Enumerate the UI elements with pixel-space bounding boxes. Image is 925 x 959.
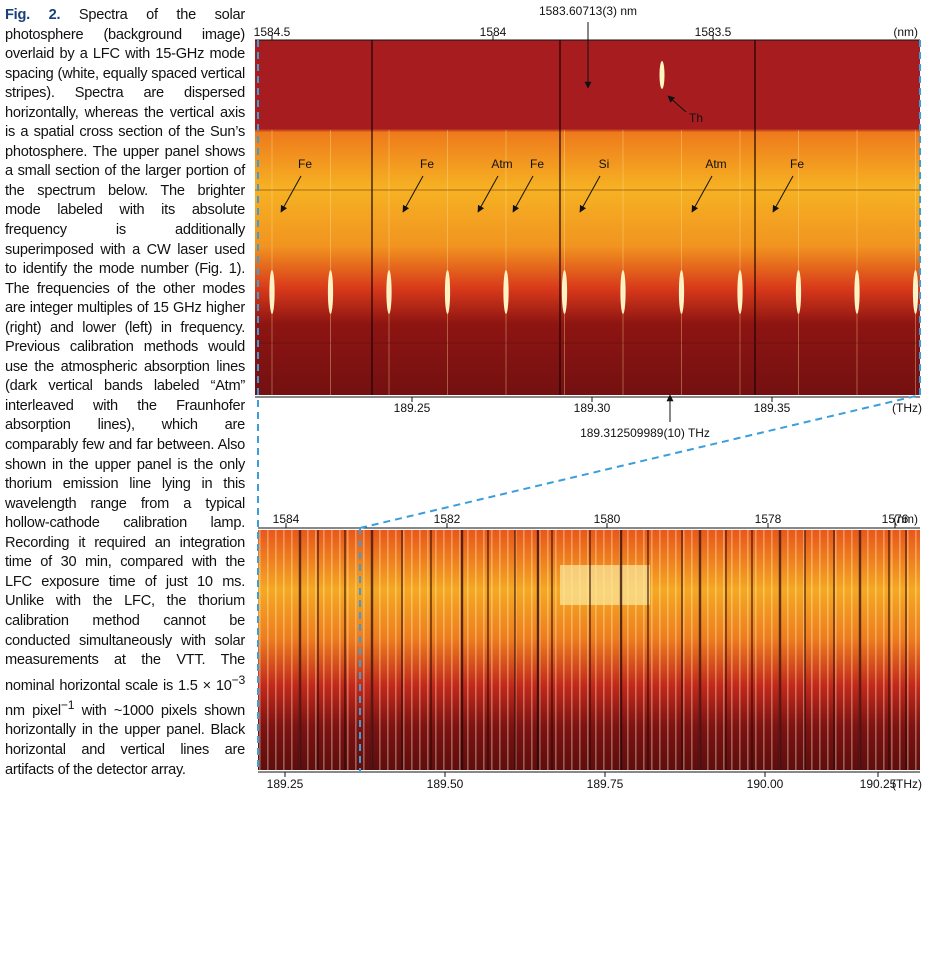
comb-mode bbox=[269, 270, 275, 314]
label-arrow bbox=[280, 175, 302, 213]
figure: 1583.60713(3) nm 189.312509989(10) THz T… bbox=[254, 4, 922, 791]
tick-label: 1584 bbox=[480, 25, 507, 39]
wavelength-callout: 1583.60713(3) nm bbox=[539, 4, 637, 18]
label-arrow bbox=[691, 175, 713, 213]
tick-label: 189.25 bbox=[394, 401, 431, 415]
tick-label: 189.30 bbox=[574, 401, 611, 415]
line-label: Fe bbox=[298, 157, 312, 171]
comb-mode bbox=[503, 270, 509, 314]
tick-label: 1576 bbox=[882, 512, 909, 526]
caption-text: with ~1000 pixels shown horizontally in … bbox=[5, 702, 246, 778]
line-label: Fe bbox=[790, 157, 804, 171]
caption-text: nm pixel bbox=[5, 702, 61, 719]
comb-mode bbox=[854, 270, 860, 314]
caption-text: Spectra of the solar photosphere (backgr… bbox=[5, 7, 245, 694]
tick-label: 1580 bbox=[594, 512, 621, 526]
line-label: Atm bbox=[705, 157, 726, 171]
unit-label: (THz) bbox=[892, 401, 922, 415]
comb-mode bbox=[737, 270, 743, 314]
tick-label: 189.50 bbox=[427, 777, 464, 791]
unit-label: (nm) bbox=[893, 512, 918, 526]
unit-label: (nm) bbox=[893, 25, 918, 39]
line-label: Fe bbox=[420, 157, 434, 171]
label-arrow bbox=[402, 175, 424, 213]
label-arrow bbox=[667, 95, 687, 113]
tick-label: 189.35 bbox=[754, 401, 791, 415]
tick-label: 1582 bbox=[434, 512, 461, 526]
label-arrow bbox=[477, 175, 499, 213]
bright-patch bbox=[560, 565, 650, 605]
comb-mode bbox=[561, 270, 568, 314]
comb-mode bbox=[620, 270, 626, 314]
tick-label: 1584 bbox=[273, 512, 300, 526]
tick-label: 189.25 bbox=[267, 777, 304, 791]
superscript: −3 bbox=[231, 672, 246, 687]
tick-label: 1578 bbox=[755, 512, 782, 526]
thorium-line bbox=[659, 61, 665, 89]
comb-mode bbox=[327, 270, 334, 314]
superscript: −1 bbox=[60, 698, 75, 712]
comb-mode bbox=[678, 270, 685, 314]
comb-mode bbox=[444, 270, 451, 314]
label-arrow bbox=[579, 175, 601, 213]
label-arrow bbox=[512, 175, 534, 213]
upper-spectrum bbox=[255, 40, 920, 395]
tick-label: 1584.5 bbox=[254, 25, 291, 39]
comb-mode bbox=[795, 270, 802, 314]
tick-label: 189.75 bbox=[587, 777, 624, 791]
line-label: Si bbox=[599, 157, 610, 171]
line-label: Atm bbox=[491, 157, 512, 171]
thorium-label: Th bbox=[689, 111, 703, 125]
zoom-guide bbox=[359, 394, 921, 529]
caption-label: Fig. 2. bbox=[5, 7, 61, 23]
comb-mode bbox=[912, 270, 919, 314]
tick-label: 1583.5 bbox=[695, 25, 732, 39]
comb-mode bbox=[386, 270, 392, 314]
line-label: Fe bbox=[530, 157, 544, 171]
tick-label: 190.25 bbox=[860, 777, 897, 791]
caption: Fig. 2. Spectra of the solar photosphere… bbox=[5, 7, 246, 778]
frequency-callout: 189.312509989(10) THz bbox=[580, 426, 710, 440]
unit-label: (THz) bbox=[892, 777, 922, 791]
tick-label: 190.00 bbox=[747, 777, 784, 791]
label-arrow bbox=[772, 175, 794, 213]
